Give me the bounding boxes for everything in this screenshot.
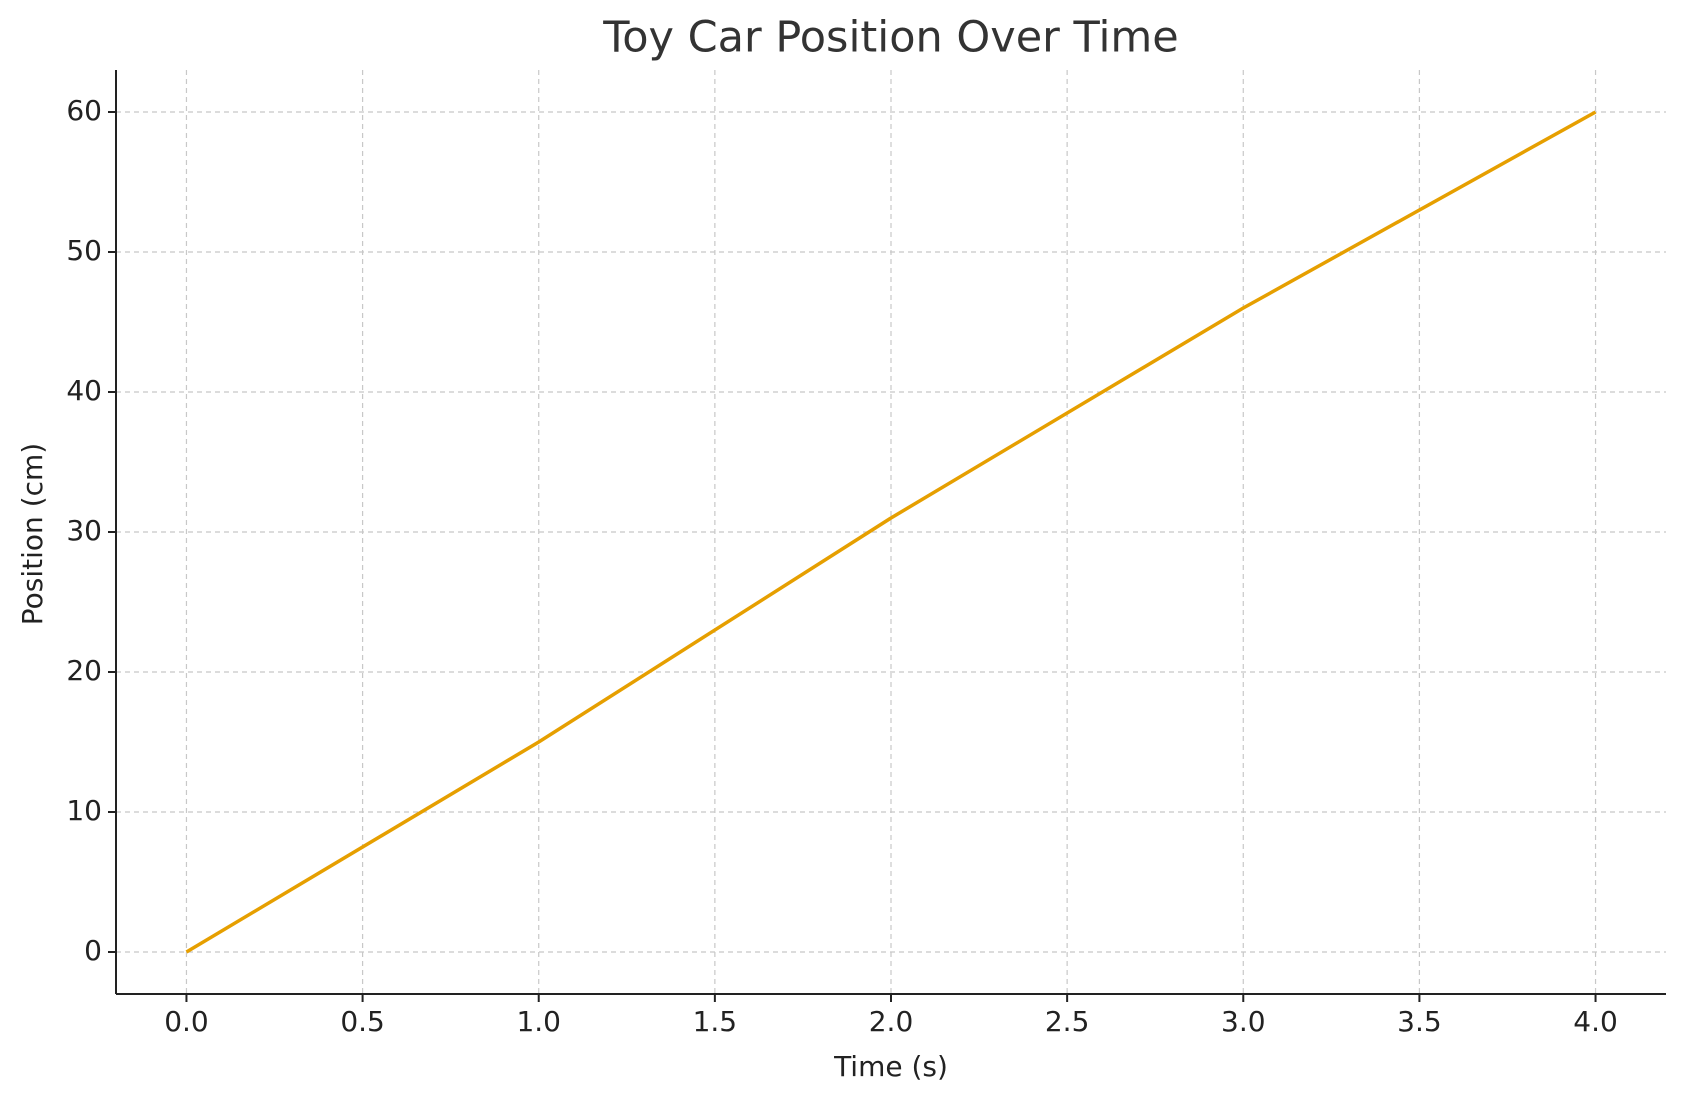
x-tick-label: 1.5 [693,1005,738,1038]
x-tick-label: 2.0 [869,1005,914,1038]
x-tick-label: 3.5 [1397,1005,1442,1038]
y-tick-label: 20 [66,654,102,687]
y-tick-label: 50 [66,234,102,267]
x-tick-label: 3.0 [1221,1005,1266,1038]
x-tick-label: 2.5 [1045,1005,1090,1038]
data-line [185,110,1597,954]
y-tick-label: 60 [66,94,102,127]
y-tick-label: 0 [84,934,102,967]
y-tick-label: 30 [66,514,102,547]
x-axis-label: Time (s) [833,1050,948,1083]
chart-title: Toy Car Position Over Time [602,13,1179,63]
x-tick-label: 0.0 [164,1005,209,1038]
x-tick-label: 0.5 [340,1005,385,1038]
x-tick-label: 1.0 [516,1005,561,1038]
x-tick-label: 4.0 [1573,1005,1618,1038]
y-axis-label: Position (cm) [16,443,49,625]
y-tick-label: 40 [66,374,102,407]
y-tick-label: 10 [66,794,102,827]
